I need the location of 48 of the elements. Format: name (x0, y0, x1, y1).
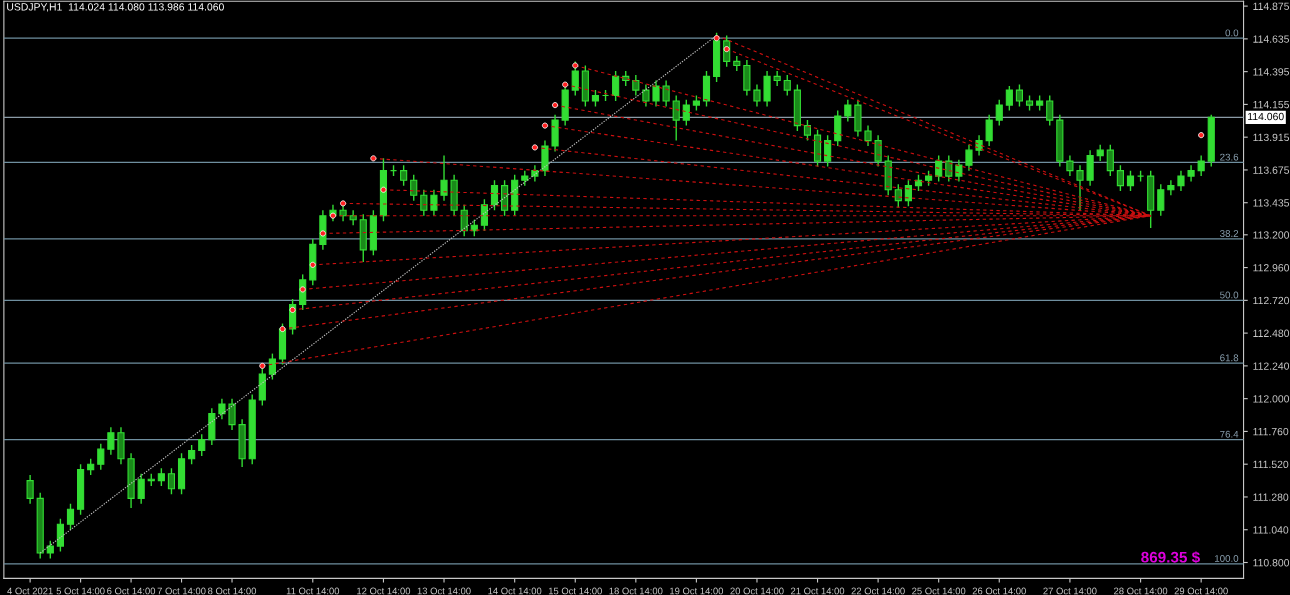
annotation: 100.0 (1215, 555, 1239, 562)
y-tick-label: 111.520 (1253, 460, 1289, 469)
x-tick-label: 4 Oct 2021 (7, 587, 53, 595)
y-tick-label: 114.155 (1253, 101, 1290, 109)
x-tick-label: 5 Oct 14:00 (56, 587, 105, 595)
y-tick-label: 113.200 (1253, 231, 1290, 239)
annotation: 50.0 (1220, 291, 1239, 299)
annotation: 23.6 (1220, 153, 1239, 161)
y-tick-label: 112.240 (1253, 362, 1290, 370)
y-tick-label: 111.760 (1253, 427, 1289, 436)
y-tick-label: 111.040 (1253, 526, 1289, 534)
x-tick-label: 29 Oct 14:00 (1174, 587, 1228, 595)
x-tick-label: 14 Oct 14:00 (488, 587, 542, 595)
y-tick-label: 113.675 (1253, 166, 1290, 174)
annotation: 61.8 (1220, 354, 1239, 362)
y-tick-label: 114.875 (1253, 2, 1290, 10)
x-tick-label: 27 Oct 14:00 (1043, 587, 1097, 595)
y-tick-label: 112.000 (1253, 395, 1290, 403)
y-tick-label: 113.915 (1253, 133, 1290, 142)
x-tick-label: 7 Oct 14:00 (157, 587, 206, 595)
x-tick-label: 22 Oct 14:00 (851, 587, 905, 595)
x-tick-label: 25 Oct 14:00 (912, 587, 966, 595)
chart-title: USDJPY,H1 114.024 114.080 113.986 114.060 (7, 3, 224, 12)
annotation: 0.0 (1225, 29, 1239, 37)
y-tick-label: 114.395 (1253, 68, 1290, 76)
y-tick-label: 112.720 (1253, 296, 1290, 305)
x-tick-label: 11 Oct 14:00 (286, 587, 340, 595)
ref-line-label: 114.060 (1248, 112, 1284, 121)
x-tick-label: 13 Oct 14:00 (417, 587, 471, 595)
x-tick-label: 20 Oct 14:00 (730, 587, 784, 595)
y-tick-label: 114.635 (1253, 35, 1290, 43)
x-tick-label: 18 Oct 14:00 (609, 587, 663, 595)
x-tick-label: 19 Oct 14:00 (670, 587, 724, 595)
y-tick-label: 113.435 (1253, 199, 1290, 207)
annotation: 38.2 (1220, 230, 1239, 237)
x-tick-label: 28 Oct 14:00 (1114, 587, 1168, 595)
x-tick-label: 6 Oct 14:00 (107, 587, 156, 595)
y-tick-label: 111.280 (1253, 493, 1289, 501)
x-tick-label: 8 Oct 14:00 (208, 587, 257, 595)
y-tick-label: 112.480 (1253, 329, 1290, 337)
x-tick-label: 26 Oct 14:00 (972, 587, 1026, 595)
annotation: 76.4 (1220, 430, 1239, 438)
annotation: 869.35 $ (1141, 551, 1200, 564)
x-tick-label: 15 Oct 14:00 (548, 587, 602, 595)
x-tick-label: 12 Oct 14:00 (357, 587, 411, 595)
y-tick-label: 110.800 (1253, 559, 1290, 567)
y-tick-label: 112.960 (1253, 264, 1290, 272)
x-tick-label: 21 Oct 14:00 (790, 587, 845, 595)
